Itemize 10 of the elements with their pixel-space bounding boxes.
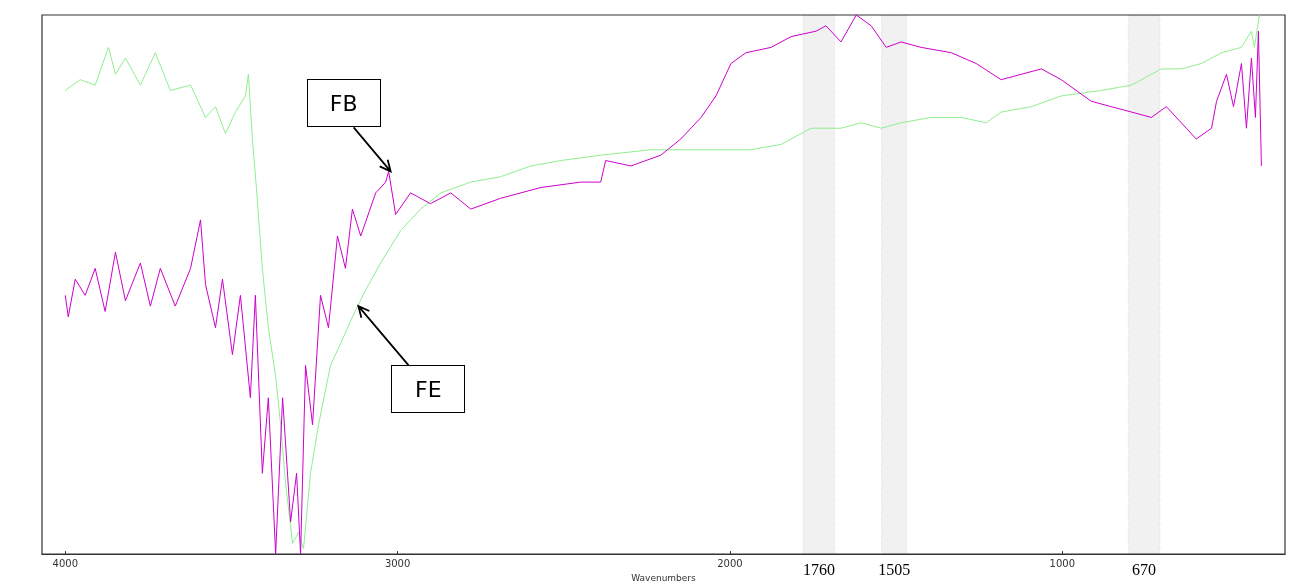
x-tick-label: 3000: [384, 557, 411, 569]
annotation: FB: [306, 79, 381, 128]
x-tick-label: 2000: [717, 557, 743, 569]
x-tick-label: 1000: [1049, 557, 1076, 569]
annotation: FE: [391, 365, 466, 414]
band-label: 1760: [802, 561, 835, 579]
band-label: 670: [1132, 561, 1157, 579]
band-label: 1505: [878, 561, 911, 579]
x-tick-label: 4000: [52, 557, 78, 569]
x-axis-title: Wavenumbers: [631, 572, 697, 583]
